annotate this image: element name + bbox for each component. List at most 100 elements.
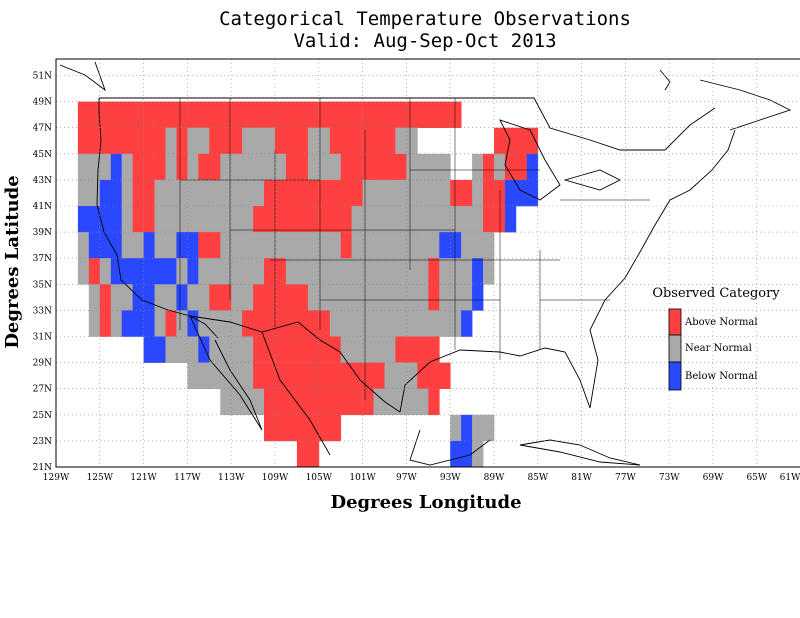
category-cell — [176, 232, 188, 259]
category-cell — [198, 179, 210, 207]
x-tick-label: 97W — [396, 473, 417, 483]
category-cell — [253, 179, 265, 207]
category-cell — [209, 232, 221, 259]
category-cell — [439, 179, 451, 207]
category-cell — [187, 232, 199, 259]
category-cell — [351, 388, 363, 416]
category-cell — [494, 153, 506, 181]
category-cell — [132, 206, 144, 233]
category-cell — [165, 179, 177, 207]
category-cell — [187, 179, 199, 207]
y-tick-label: 23N — [33, 437, 52, 447]
y-tick-label: 43N — [33, 176, 52, 186]
x-tick-label: 113W — [218, 473, 245, 483]
category-cell — [318, 388, 331, 416]
category-cell — [296, 440, 309, 468]
category-cell — [275, 310, 287, 337]
category-cell — [143, 127, 155, 155]
category-cell — [340, 336, 352, 363]
category-cell — [231, 362, 243, 389]
category-cell — [494, 206, 506, 233]
category-cell — [121, 101, 133, 128]
category-cell — [329, 258, 342, 285]
category-cell — [406, 232, 418, 259]
category-cell — [187, 284, 199, 311]
category-cell — [504, 179, 517, 207]
x-axis-title: Degrees Longitude — [330, 492, 521, 513]
category-cell — [296, 179, 309, 207]
category-cell — [198, 232, 210, 259]
category-cell — [275, 101, 287, 128]
state-borders — [179, 98, 650, 400]
category-cell — [242, 388, 254, 416]
category-cell — [340, 258, 352, 285]
category-cell — [264, 258, 276, 285]
category-cell — [351, 232, 363, 259]
category-cell — [461, 232, 473, 259]
category-cell — [198, 284, 210, 311]
category-cell — [242, 310, 254, 337]
category-cell — [526, 153, 539, 181]
category-cell — [187, 206, 199, 233]
category-cell — [121, 284, 133, 311]
category-cell — [154, 310, 166, 337]
category-cell — [428, 258, 440, 285]
x-tick-label: 61W — [780, 473, 800, 483]
category-cell — [242, 101, 254, 128]
category-cell — [395, 101, 407, 128]
category-cell — [231, 284, 243, 311]
category-cell — [110, 206, 123, 233]
category-cell — [384, 258, 396, 285]
plot-frame — [55, 58, 800, 468]
category-cell — [296, 101, 309, 128]
category-cell — [231, 258, 243, 285]
category-cell — [77, 232, 90, 259]
category-cell — [220, 258, 232, 285]
category-cell — [209, 336, 221, 363]
chart-title: Categorical Temperature Observations — [219, 8, 631, 30]
category-cell — [428, 101, 440, 128]
category-cell — [187, 127, 199, 155]
category-cell — [318, 179, 331, 207]
category-cell — [318, 414, 331, 442]
category-cell — [450, 440, 462, 468]
category-cell — [329, 153, 342, 181]
category-cell — [406, 101, 418, 128]
category-cell — [285, 414, 298, 442]
legend: Observed Category Above Normal Near Norm… — [652, 286, 780, 391]
x-tick-label: 117W — [174, 473, 201, 483]
category-cell — [439, 310, 451, 337]
category-cell — [406, 153, 418, 181]
category-cell — [329, 284, 342, 311]
category-cell — [264, 232, 276, 259]
x-tick-label: 85W — [527, 473, 548, 483]
category-cell — [362, 388, 374, 416]
category-cell — [329, 232, 342, 259]
category-cell — [198, 101, 210, 128]
category-cell — [285, 179, 298, 207]
category-cell — [176, 284, 188, 311]
category-cells — [77, 101, 539, 468]
category-cell — [253, 310, 265, 337]
category-cell — [362, 362, 374, 389]
category-cell — [121, 206, 133, 233]
category-cell — [307, 179, 320, 207]
category-cell — [176, 336, 188, 363]
category-cell — [198, 362, 210, 389]
category-cell — [143, 284, 155, 311]
category-cell — [187, 101, 199, 128]
category-cell — [526, 179, 539, 207]
category-cell — [329, 310, 342, 337]
category-cell — [121, 127, 133, 155]
legend-swatch-above — [668, 308, 682, 336]
category-cell — [318, 232, 331, 259]
y-tick-label: 37N — [33, 254, 52, 264]
category-cell — [351, 127, 363, 155]
legend-swatch-near — [668, 334, 682, 363]
x-tick-label: 121W — [130, 473, 157, 483]
category-cell — [231, 232, 243, 259]
y-tick-labels: 51N 49N 47N 45N 43N 41N 39N 37N 35N 33N 31N 29N 27N 2… — [33, 72, 52, 474]
category-cell — [395, 310, 407, 337]
category-cell — [406, 258, 418, 285]
category-cell — [329, 127, 342, 155]
